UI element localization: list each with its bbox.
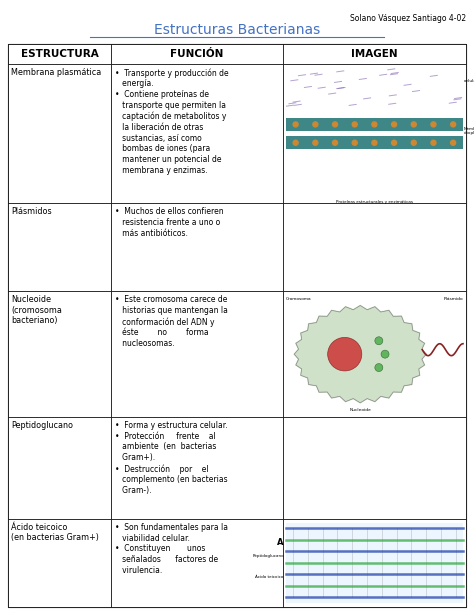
Text: Cromosoma: Cromosoma [286, 297, 311, 302]
Text: Plásmido: Plásmido [443, 297, 463, 302]
Bar [111, 203, 283, 291]
Bar [283, 519, 466, 607]
Text: •  Son fundamentales para la
   viabilidad celular.
•  Constituyen       unos
  : • Son fundamentales para la viabilidad c… [115, 523, 228, 575]
Bar [111, 64, 283, 203]
Circle shape [431, 122, 436, 127]
Bar [8, 417, 111, 519]
Circle shape [313, 122, 318, 127]
Circle shape [372, 122, 377, 127]
Circle shape [352, 140, 357, 145]
Text: Ácido teicoico
(en bacterias Gram+): Ácido teicoico (en bacterias Gram+) [11, 523, 99, 542]
Circle shape [375, 364, 383, 371]
Circle shape [372, 140, 377, 145]
Ellipse shape [328, 337, 362, 371]
Text: •  Muchos de ellos confieren
   resistencia frente a uno o
   más antibióticos.: • Muchos de ellos confieren resistencia … [115, 207, 224, 238]
Text: Peptidoglucano: Peptidoglucano [11, 421, 73, 430]
Bar [283, 44, 466, 64]
Text: •  Forma y estructura celular.
•  Protección     frente    al
   ambiente  (en  : • Forma y estructura celular. • Protecci… [115, 421, 228, 495]
Circle shape [293, 140, 298, 145]
Text: •  Transporte y producción de
   energía.
•  Contiene proteínas de
   transporte: • Transporte y producción de energía. • … [115, 68, 228, 175]
Text: •  Este cromosoma carece de
   historias que mantengan la
   conformación del AD: • Este cromosoma carece de historias que… [115, 295, 228, 348]
Text: Peptidoglucano: Peptidoglucano [252, 555, 284, 558]
Bar [286, 118, 463, 131]
Bar [111, 44, 283, 64]
Text: Estructuras Bacterianas: Estructuras Bacterianas [154, 23, 320, 37]
Circle shape [411, 140, 416, 145]
Bar [111, 291, 283, 417]
Circle shape [431, 140, 436, 145]
Bar [8, 203, 111, 291]
Text: FUNCIÓN: FUNCIÓN [170, 49, 224, 59]
Circle shape [451, 140, 456, 145]
Bar [286, 136, 463, 150]
Circle shape [392, 140, 397, 145]
Circle shape [451, 122, 456, 127]
Text: IMAGEN: IMAGEN [351, 49, 398, 59]
Bar [8, 291, 111, 417]
Bar [111, 519, 283, 607]
Bar [8, 44, 111, 64]
Circle shape [411, 122, 416, 127]
Bar [283, 64, 466, 203]
Circle shape [333, 140, 337, 145]
Bar [111, 417, 283, 519]
Circle shape [293, 122, 298, 127]
Text: ESTRUCTURA: ESTRUCTURA [21, 49, 99, 59]
Circle shape [375, 337, 383, 345]
Text: Ácido teicoico: Ácido teicoico [255, 576, 284, 579]
Text: A: A [277, 538, 284, 547]
Text: Plásmidos: Plásmidos [11, 207, 52, 216]
Text: Membrana plasmática: Membrana plasmática [11, 68, 101, 77]
Text: Proteínas estructurales y enzimáticas: Proteínas estructurales y enzimáticas [336, 200, 413, 204]
Bar [283, 417, 466, 519]
Bar [8, 519, 111, 607]
Circle shape [381, 350, 389, 358]
Polygon shape [294, 305, 426, 403]
Circle shape [392, 122, 397, 127]
Text: celular: celular [464, 79, 474, 83]
Circle shape [352, 122, 357, 127]
Bar [283, 291, 466, 417]
Bar [286, 523, 463, 603]
Text: Solano Vásquez Santiago 4-02: Solano Vásquez Santiago 4-02 [350, 14, 466, 23]
Bar [8, 64, 111, 203]
Text: Nucleoide: Nucleoide [349, 408, 371, 412]
Text: Membrana
citoplásmica: Membrana citoplásmica [464, 127, 474, 135]
Circle shape [313, 140, 318, 145]
Bar [283, 203, 466, 291]
Circle shape [333, 122, 337, 127]
Text: Nucleoide
(cromosoma
bacteriano): Nucleoide (cromosoma bacteriano) [11, 295, 62, 325]
